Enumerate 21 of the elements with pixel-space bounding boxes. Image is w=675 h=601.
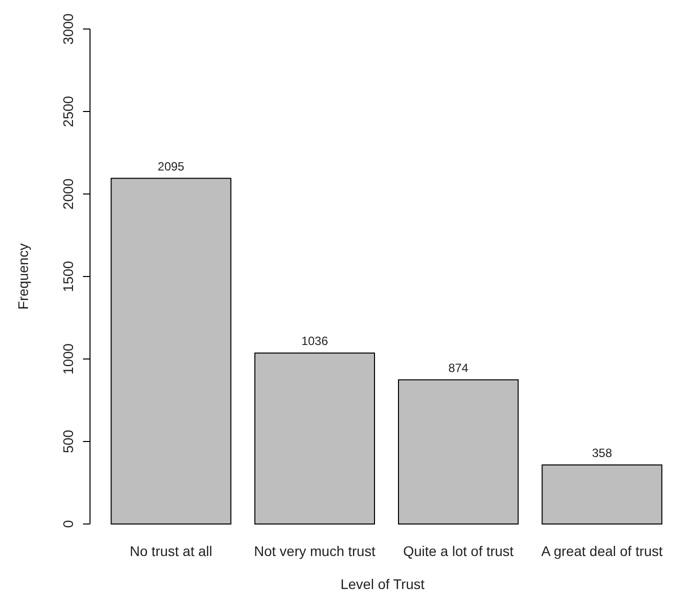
bar (110, 178, 232, 524)
y-tick-label: 2500 (60, 96, 76, 128)
data-label: 2095 (158, 159, 185, 174)
data-label: 1036 (301, 334, 328, 348)
x-tick-label: Not very much trust (254, 543, 376, 559)
x-axis-title: Level of Trust (340, 576, 425, 592)
data-label: 358 (592, 446, 612, 460)
x-tick-label: No trust at all (130, 543, 212, 559)
y-tick-label: 500 (60, 430, 76, 454)
y-tick-label: 1000 (60, 343, 76, 375)
data-label: 874 (448, 360, 469, 375)
x-tick-label: A great deal of trust (541, 543, 663, 559)
y-axis-title: Frequency (15, 243, 31, 310)
bar (542, 464, 662, 524)
y-tick-label: 3000 (60, 13, 76, 45)
bar (398, 379, 519, 524)
y-tick-label: 2000 (60, 178, 76, 210)
y-tick-label: 1500 (60, 260, 76, 292)
y-tick-label: 0 (60, 520, 76, 528)
bar (254, 352, 376, 524)
x-tick-label: Quite a lot of trust (403, 543, 514, 559)
